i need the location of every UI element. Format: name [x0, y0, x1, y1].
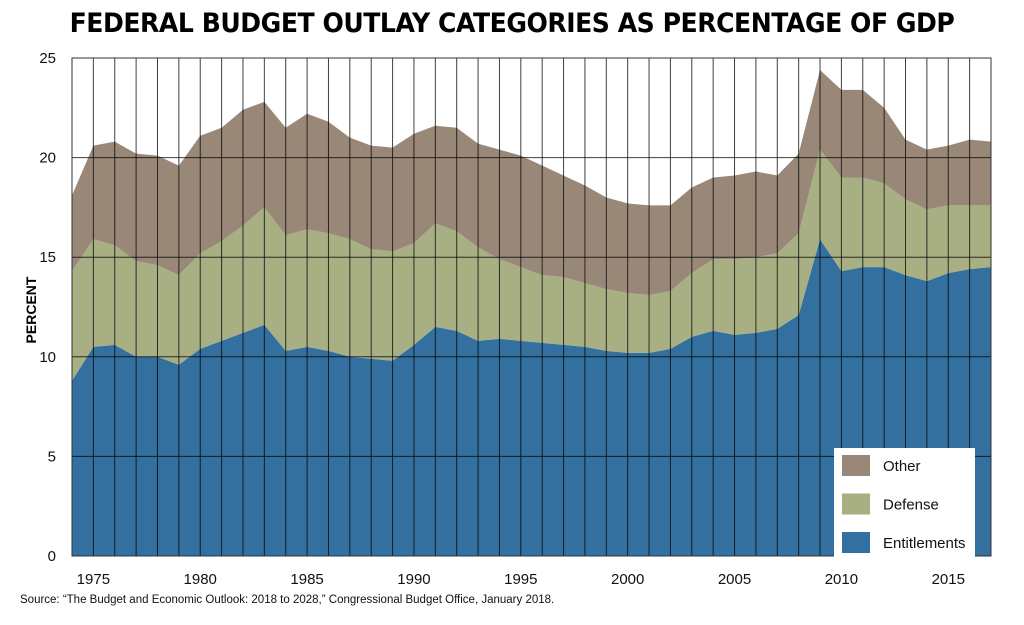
area-other [72, 69, 991, 296]
y-tick-label: 20 [39, 150, 56, 167]
source-note: Source: “The Budget and Economic Outlook… [20, 594, 555, 606]
area-entitlements [72, 239, 991, 556]
area-layer [72, 69, 991, 556]
y-tick-label: 25 [39, 50, 56, 67]
y-axis-ticks: 0 5 10 15 20 25 [39, 50, 56, 565]
chart-title: FEDERAL BUDGET OUTLAY CATEGORIES AS PERC… [69, 8, 955, 39]
x-tick-label: 1985 [290, 571, 323, 588]
x-tick-label: 1990 [397, 571, 430, 588]
x-tick-label: 1975 [77, 571, 110, 588]
x-tick-label: 2015 [932, 571, 965, 588]
x-tick-label: 1995 [504, 571, 537, 588]
legend-swatch-other [842, 455, 870, 476]
legend-label-entitlements: Entitlements [883, 535, 966, 552]
x-tick-label: 1980 [184, 571, 217, 588]
y-tick-label: 5 [48, 448, 56, 465]
legend-label-defense: Defense [883, 497, 939, 514]
y-tick-label: 0 [48, 548, 56, 565]
legend: Other Defense Entitlements [834, 448, 975, 563]
legend-swatch-entitlements [842, 532, 870, 553]
plot-border [71, 57, 992, 557]
x-tick-label: 2000 [611, 571, 644, 588]
x-tick-label: 2005 [718, 571, 751, 588]
area-defense [72, 149, 991, 381]
x-tick-label: 2010 [825, 571, 858, 588]
legend-label-other: Other [883, 458, 921, 475]
y-tick-label: 15 [39, 249, 56, 266]
y-tick-label: 10 [39, 349, 56, 366]
y-axis-label: PERCENT [23, 276, 39, 343]
legend-swatch-defense [842, 493, 870, 515]
x-axis-ticks: 1975 1980 1985 1990 1995 2000 2005 2010 2015 [77, 571, 965, 588]
